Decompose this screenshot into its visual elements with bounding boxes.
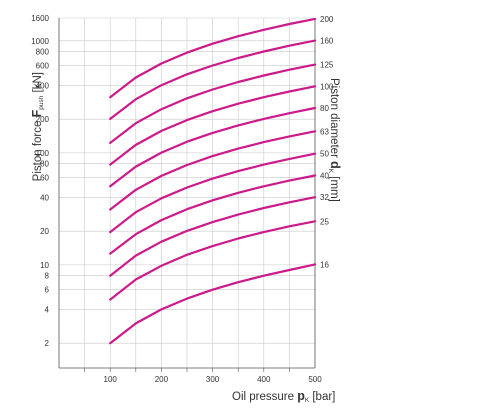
series-label-d25: 25 xyxy=(320,217,329,226)
y-tick-label: 6 xyxy=(45,286,50,295)
series-lines xyxy=(109,17,317,345)
diameter-labels: 16 25 32 40 50 63 80 100 125 160 200 xyxy=(320,15,334,269)
chart-grid xyxy=(59,17,315,368)
series-label-d125: 125 xyxy=(320,61,334,70)
series-line-d160 xyxy=(109,39,317,121)
series-line-d50 xyxy=(109,152,317,234)
y-tick-label: 800 xyxy=(36,48,50,57)
series-line-d25 xyxy=(109,220,317,301)
series-line-d16 xyxy=(109,263,317,345)
x-tick-label: 400 xyxy=(257,375,271,384)
series-label-d80: 80 xyxy=(320,104,329,113)
series-line-d80 xyxy=(109,106,317,188)
y-tick-label: 20 xyxy=(40,227,49,236)
series-label-d63: 63 xyxy=(320,127,329,136)
y-tick-label: 200 xyxy=(36,115,50,124)
plot-frame xyxy=(58,18,316,372)
series-line-d40 xyxy=(109,174,317,255)
y-tick-label: 400 xyxy=(36,81,50,90)
y-tick-label: 1600 xyxy=(31,14,49,23)
y-tick-label: 4 xyxy=(45,305,50,314)
series-label-d40: 40 xyxy=(320,171,329,180)
series-line-d100 xyxy=(109,85,317,166)
series-label-d160: 160 xyxy=(320,37,334,46)
y-tick-label: 60 xyxy=(40,174,49,183)
x-tick-labels: 100 200 300 400 500 xyxy=(104,375,323,384)
y-tick-label: 80 xyxy=(40,160,49,169)
series-line-d125 xyxy=(109,63,317,144)
x-tick-label: 200 xyxy=(155,375,169,384)
x-tick-label: 500 xyxy=(308,375,322,384)
y-tick-label: 100 xyxy=(36,149,50,158)
series-label-d32: 32 xyxy=(320,193,329,202)
y-tick-labels: 2 4 6 8 10 20 40 60 80 100 200 400 600 800 1000 1600 xyxy=(31,14,49,348)
series-label-d200: 200 xyxy=(320,15,334,24)
series-label-d100: 100 xyxy=(320,82,334,91)
y-tick-label: 10 xyxy=(40,261,49,270)
x-tick-label: 100 xyxy=(104,375,118,384)
y-tick-label: 8 xyxy=(45,272,50,281)
series-label-d50: 50 xyxy=(320,150,329,159)
y-tick-label: 2 xyxy=(45,339,50,348)
x-axis-label: Oil pressure pK [bar] xyxy=(232,389,336,404)
y-tick-label: 40 xyxy=(40,193,49,202)
y2-axis-label: Piston diameter dK [mm] xyxy=(327,78,342,202)
y-axis-label: Piston force Fpush [kN] xyxy=(30,72,45,182)
series-line-d200 xyxy=(109,17,317,99)
series-line-d63 xyxy=(109,130,317,211)
x-tick-label: 300 xyxy=(206,375,220,384)
y-tick-label: 1000 xyxy=(31,37,49,46)
series-line-d32 xyxy=(109,196,317,277)
series-label-d16: 16 xyxy=(320,260,329,269)
y-tick-label: 600 xyxy=(36,62,50,71)
